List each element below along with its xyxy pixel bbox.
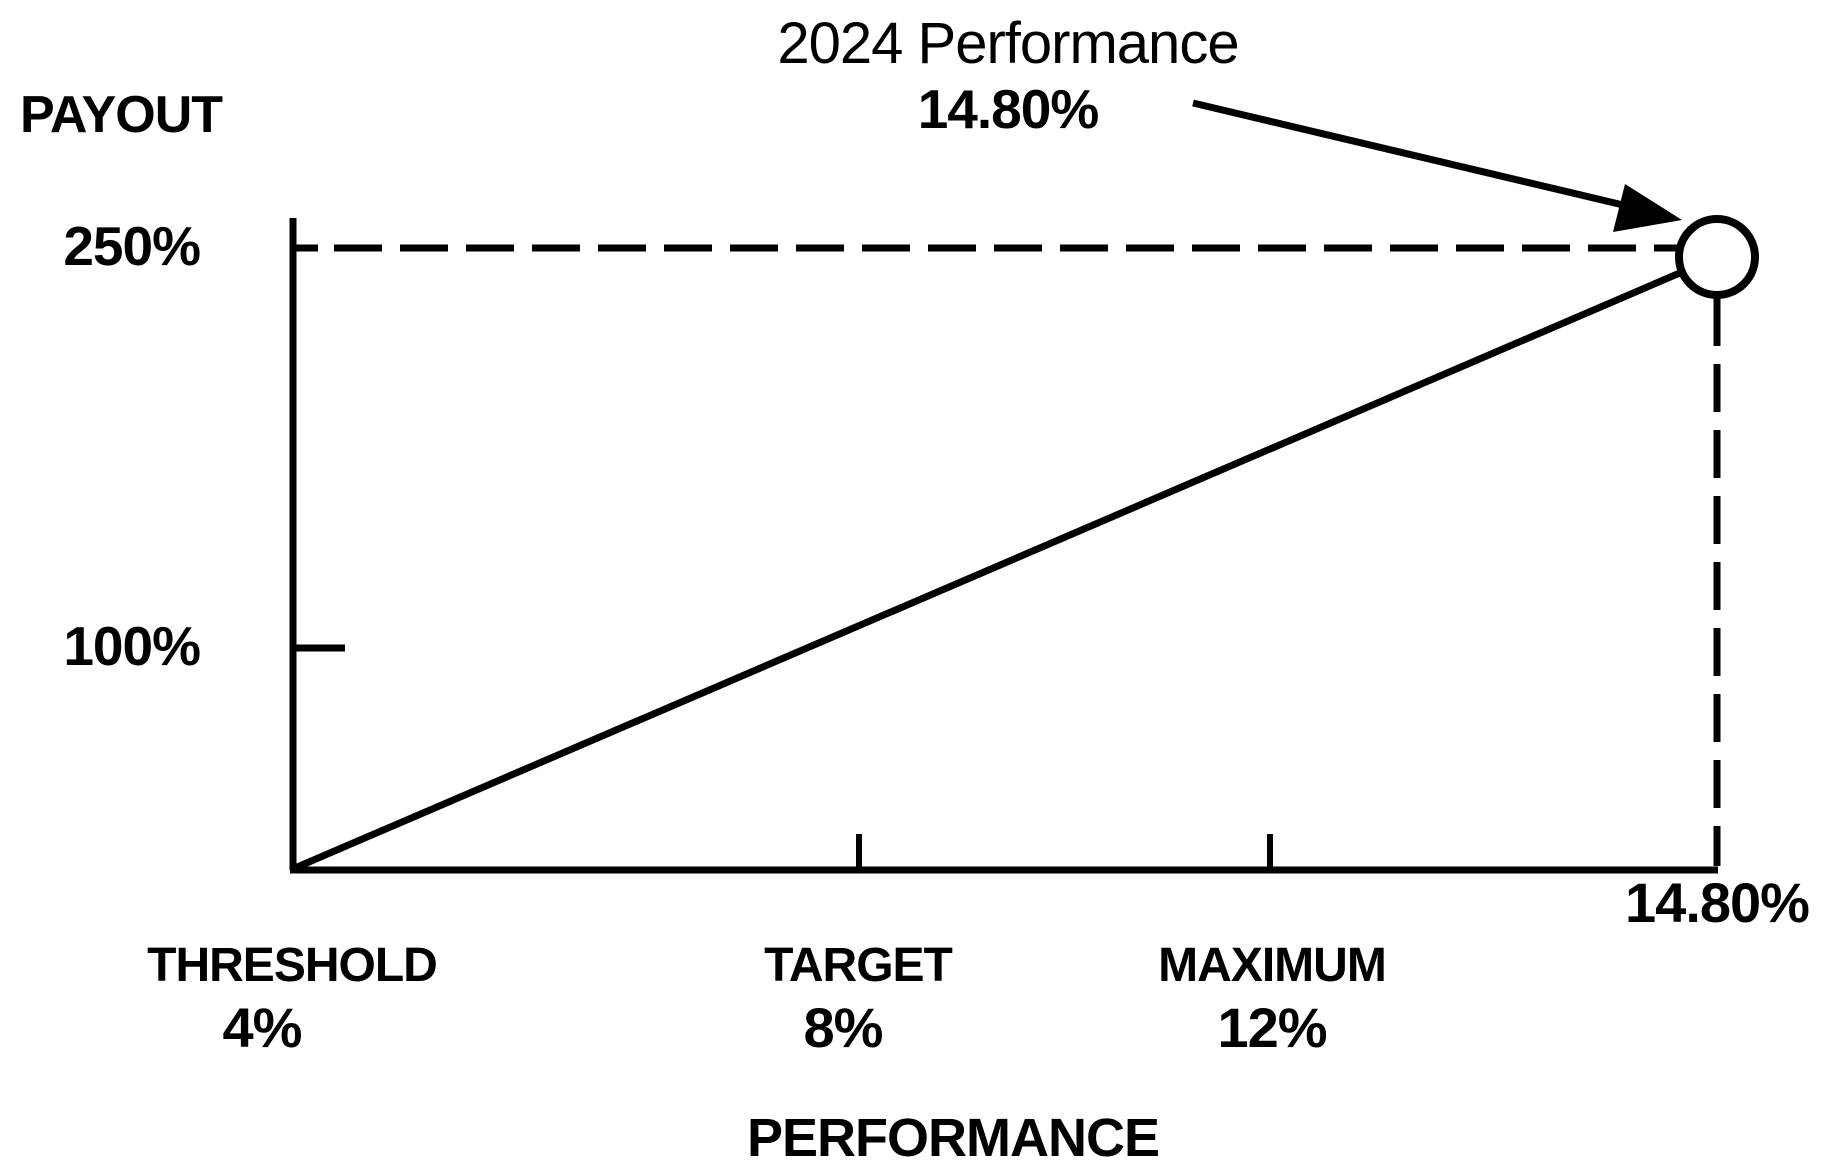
achieved-performance-value: 14.80% xyxy=(1625,871,1810,934)
x-category-maximum: MAXIMUM 12% xyxy=(1072,938,1472,1060)
y-tick-label-250: 250% xyxy=(63,215,201,277)
target-value: 8% xyxy=(803,996,884,1059)
chart-annotation: 2024 Performance 14.80% xyxy=(758,11,1258,140)
threshold-value: 4% xyxy=(222,996,303,1059)
target-label: TARGET xyxy=(764,939,953,992)
x-axis-title: PERFORMANCE xyxy=(746,1108,1160,1168)
annotation-value: 14.80% xyxy=(917,77,1100,140)
x-category-target: TARGET 8% xyxy=(658,938,1058,1060)
maximum-value: 12% xyxy=(1217,996,1327,1059)
annotation-arrowhead-icon xyxy=(1613,184,1682,232)
x-category-threshold: THRESHOLD 4% xyxy=(92,938,492,1060)
threshold-label: THRESHOLD xyxy=(147,939,438,992)
data-point-marker xyxy=(1675,215,1759,299)
y-axis-title: PAYOUT xyxy=(20,86,223,144)
maximum-label: MAXIMUM xyxy=(1158,939,1387,992)
y-tick-label-100: 100% xyxy=(63,615,201,677)
payout-line xyxy=(293,268,1684,872)
annotation-arrow-shaft xyxy=(1192,99,1641,213)
annotation-title: 2024 Performance xyxy=(777,11,1239,76)
